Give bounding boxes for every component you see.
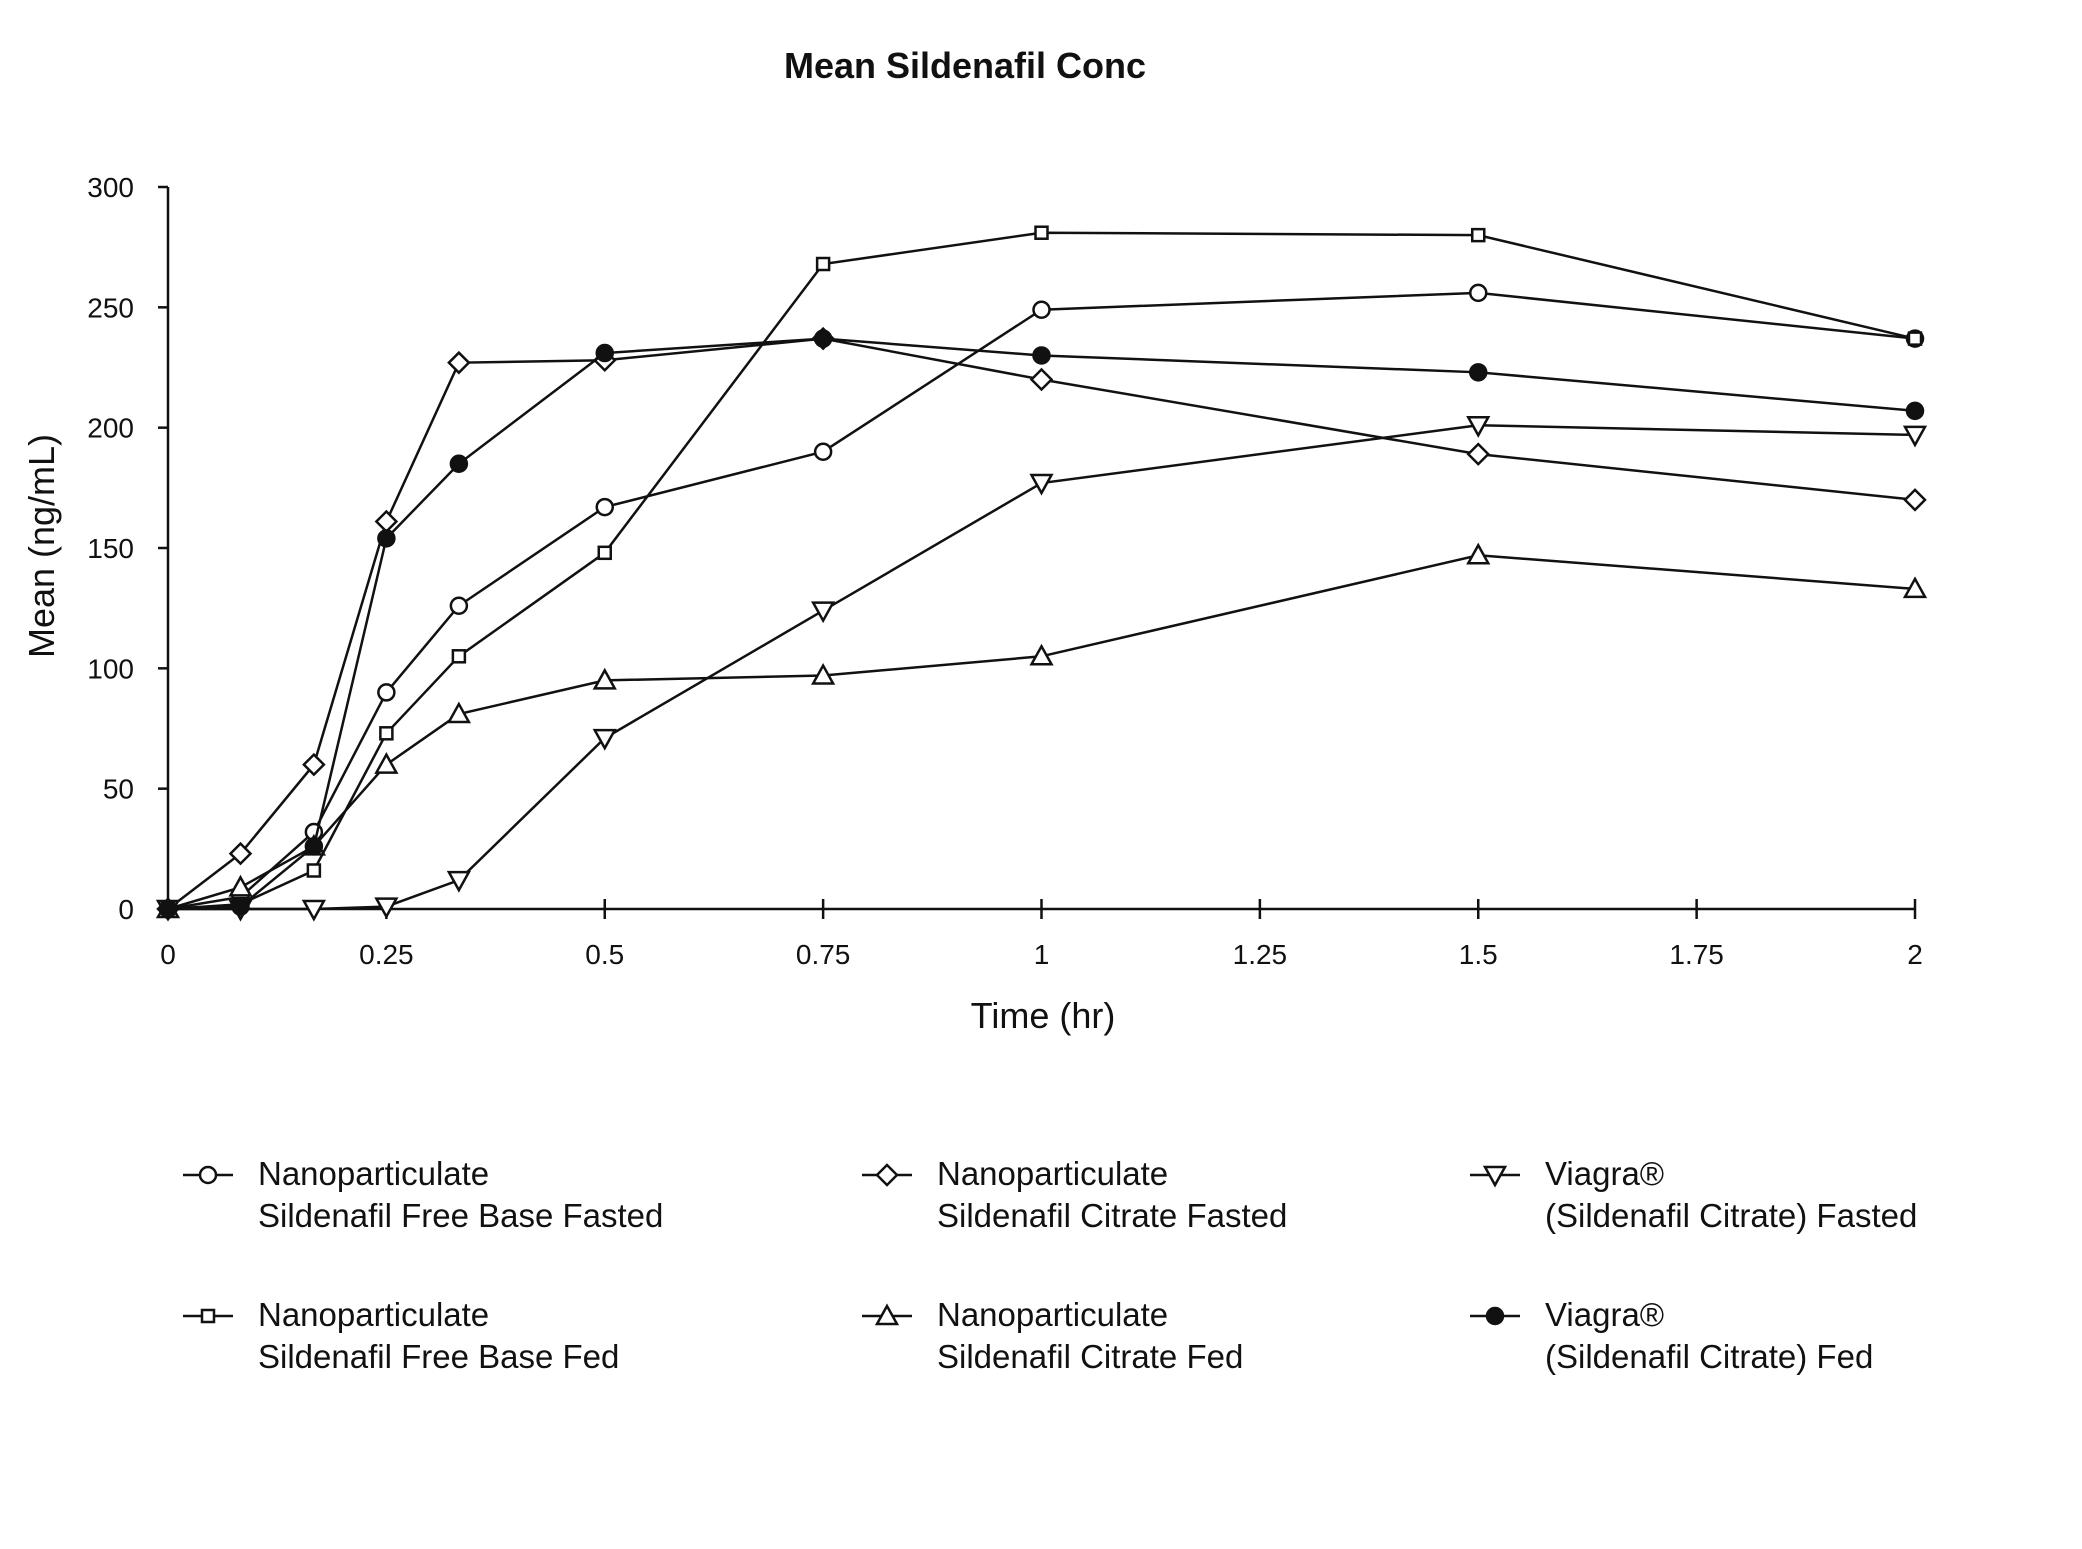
data-point <box>1470 285 1486 301</box>
data-point <box>813 603 833 621</box>
legend-label: Sildenafil Free Base Fasted <box>258 1197 663 1234</box>
data-point <box>378 530 394 546</box>
data-point <box>597 345 613 361</box>
data-point <box>1032 475 1052 493</box>
legend-label: (Sildenafil Citrate) Fasted <box>1545 1197 1917 1234</box>
legend: Nanoparticulate Sildenafil Free Base Fast… <box>183 1155 1917 1375</box>
legend-item: Viagra® (Sildenafil Citrate) Fasted <box>1470 1155 1917 1234</box>
legend-label: Sildenafil Free Base Fed <box>258 1338 619 1375</box>
legend-label: Nanoparticulate <box>258 1296 489 1333</box>
series-triangle-down <box>158 417 1925 919</box>
data-point <box>599 547 611 559</box>
data-point <box>1907 403 1923 419</box>
y-tick-label: 100 <box>87 653 134 684</box>
legend-label: Sildenafil Citrate Fed <box>937 1338 1243 1375</box>
y-tick-label: 200 <box>87 413 134 444</box>
data-point <box>1472 229 1484 241</box>
y-tick-label: 150 <box>87 533 134 564</box>
y-tick-label: 0 <box>118 894 134 925</box>
legend-item: Nanoparticulate Sildenafil Free Base Fast… <box>183 1155 663 1234</box>
series-square <box>162 227 1921 915</box>
data-point <box>380 727 392 739</box>
x-tick-label: 1.5 <box>1459 939 1498 970</box>
legend-label: Nanoparticulate <box>258 1155 489 1192</box>
data-point <box>449 353 469 373</box>
axes: 0 0.25 0.5 0.75 1 1.25 1.5 1.75 2 0 50 100 150 200 250… <box>87 172 1923 970</box>
data-point <box>1034 347 1050 363</box>
x-tick-label: 1.25 <box>1233 939 1288 970</box>
data-point <box>451 456 467 472</box>
data-point <box>233 899 249 915</box>
legend-label: Nanoparticulate <box>937 1296 1168 1333</box>
series-line <box>168 233 1915 909</box>
legend-item: Nanoparticulate Sildenafil Citrate Fed <box>862 1296 1243 1375</box>
legend-item: Nanoparticulate Sildenafil Free Base Fed <box>183 1296 619 1375</box>
data-point <box>815 331 831 347</box>
series-line <box>168 555 1915 909</box>
data-point <box>815 444 831 460</box>
series-line <box>168 425 1915 909</box>
data-point <box>597 499 613 515</box>
series-line <box>168 339 1915 909</box>
series-triangle-up <box>158 545 1925 917</box>
legend-label: Nanoparticulate <box>937 1155 1168 1192</box>
y-tick-label: 300 <box>87 172 134 203</box>
data-point <box>449 872 469 890</box>
data-point <box>817 258 829 270</box>
legend-label: Sildenafil Citrate Fasted <box>937 1197 1287 1234</box>
data-point <box>1468 444 1488 464</box>
data-point <box>1032 370 1052 390</box>
data-point <box>1036 227 1048 239</box>
data-point <box>1468 545 1488 563</box>
x-axis-label: Time (hr) <box>971 995 1116 1036</box>
data-point <box>453 650 465 662</box>
y-tick-label: 50 <box>103 774 134 805</box>
series-diamond <box>158 329 1925 919</box>
data-point <box>231 877 251 895</box>
data-point <box>308 864 320 876</box>
x-tick-label: 0.25 <box>359 939 414 970</box>
legend-marker <box>202 1310 214 1322</box>
series-filled-circle <box>160 331 1923 917</box>
data-point <box>451 598 467 614</box>
x-tick-label: 0.5 <box>585 939 624 970</box>
data-point <box>1034 302 1050 318</box>
data-point <box>376 755 396 773</box>
legend-marker <box>1487 1308 1503 1324</box>
chart-title: Mean Sildenafil Conc <box>784 45 1146 86</box>
data-point <box>378 684 394 700</box>
legend-marker <box>200 1167 216 1183</box>
legend-label: (Sildenafil Citrate) Fed <box>1545 1338 1873 1375</box>
y-tick-label: 250 <box>87 292 134 323</box>
legend-label: Viagra® <box>1545 1296 1664 1333</box>
data-point <box>160 901 176 917</box>
x-tick-label: 2 <box>1907 939 1923 970</box>
x-tick-label: 1.75 <box>1669 939 1724 970</box>
legend-label: Viagra® <box>1545 1155 1664 1192</box>
data-point <box>1470 364 1486 380</box>
legend-item: Viagra® (Sildenafil Citrate) Fed <box>1470 1296 1873 1375</box>
data-point <box>1905 490 1925 510</box>
legend-marker <box>877 1165 897 1185</box>
x-tick-label: 1 <box>1034 939 1050 970</box>
legend-item: Nanoparticulate Sildenafil Citrate Fasted <box>862 1155 1287 1234</box>
series-group <box>158 227 1925 919</box>
data-point <box>306 838 322 854</box>
data-point <box>376 512 396 532</box>
y-axis-label: Mean (ng/mL) <box>21 434 62 658</box>
x-tick-label: 0.75 <box>796 939 851 970</box>
data-point <box>1909 333 1921 345</box>
x-tick-label: 0 <box>160 939 176 970</box>
chart: Mean Sildenafil Conc 0 0.25 0.5 0.75 1 1.25 1.… <box>0 0 2082 1549</box>
